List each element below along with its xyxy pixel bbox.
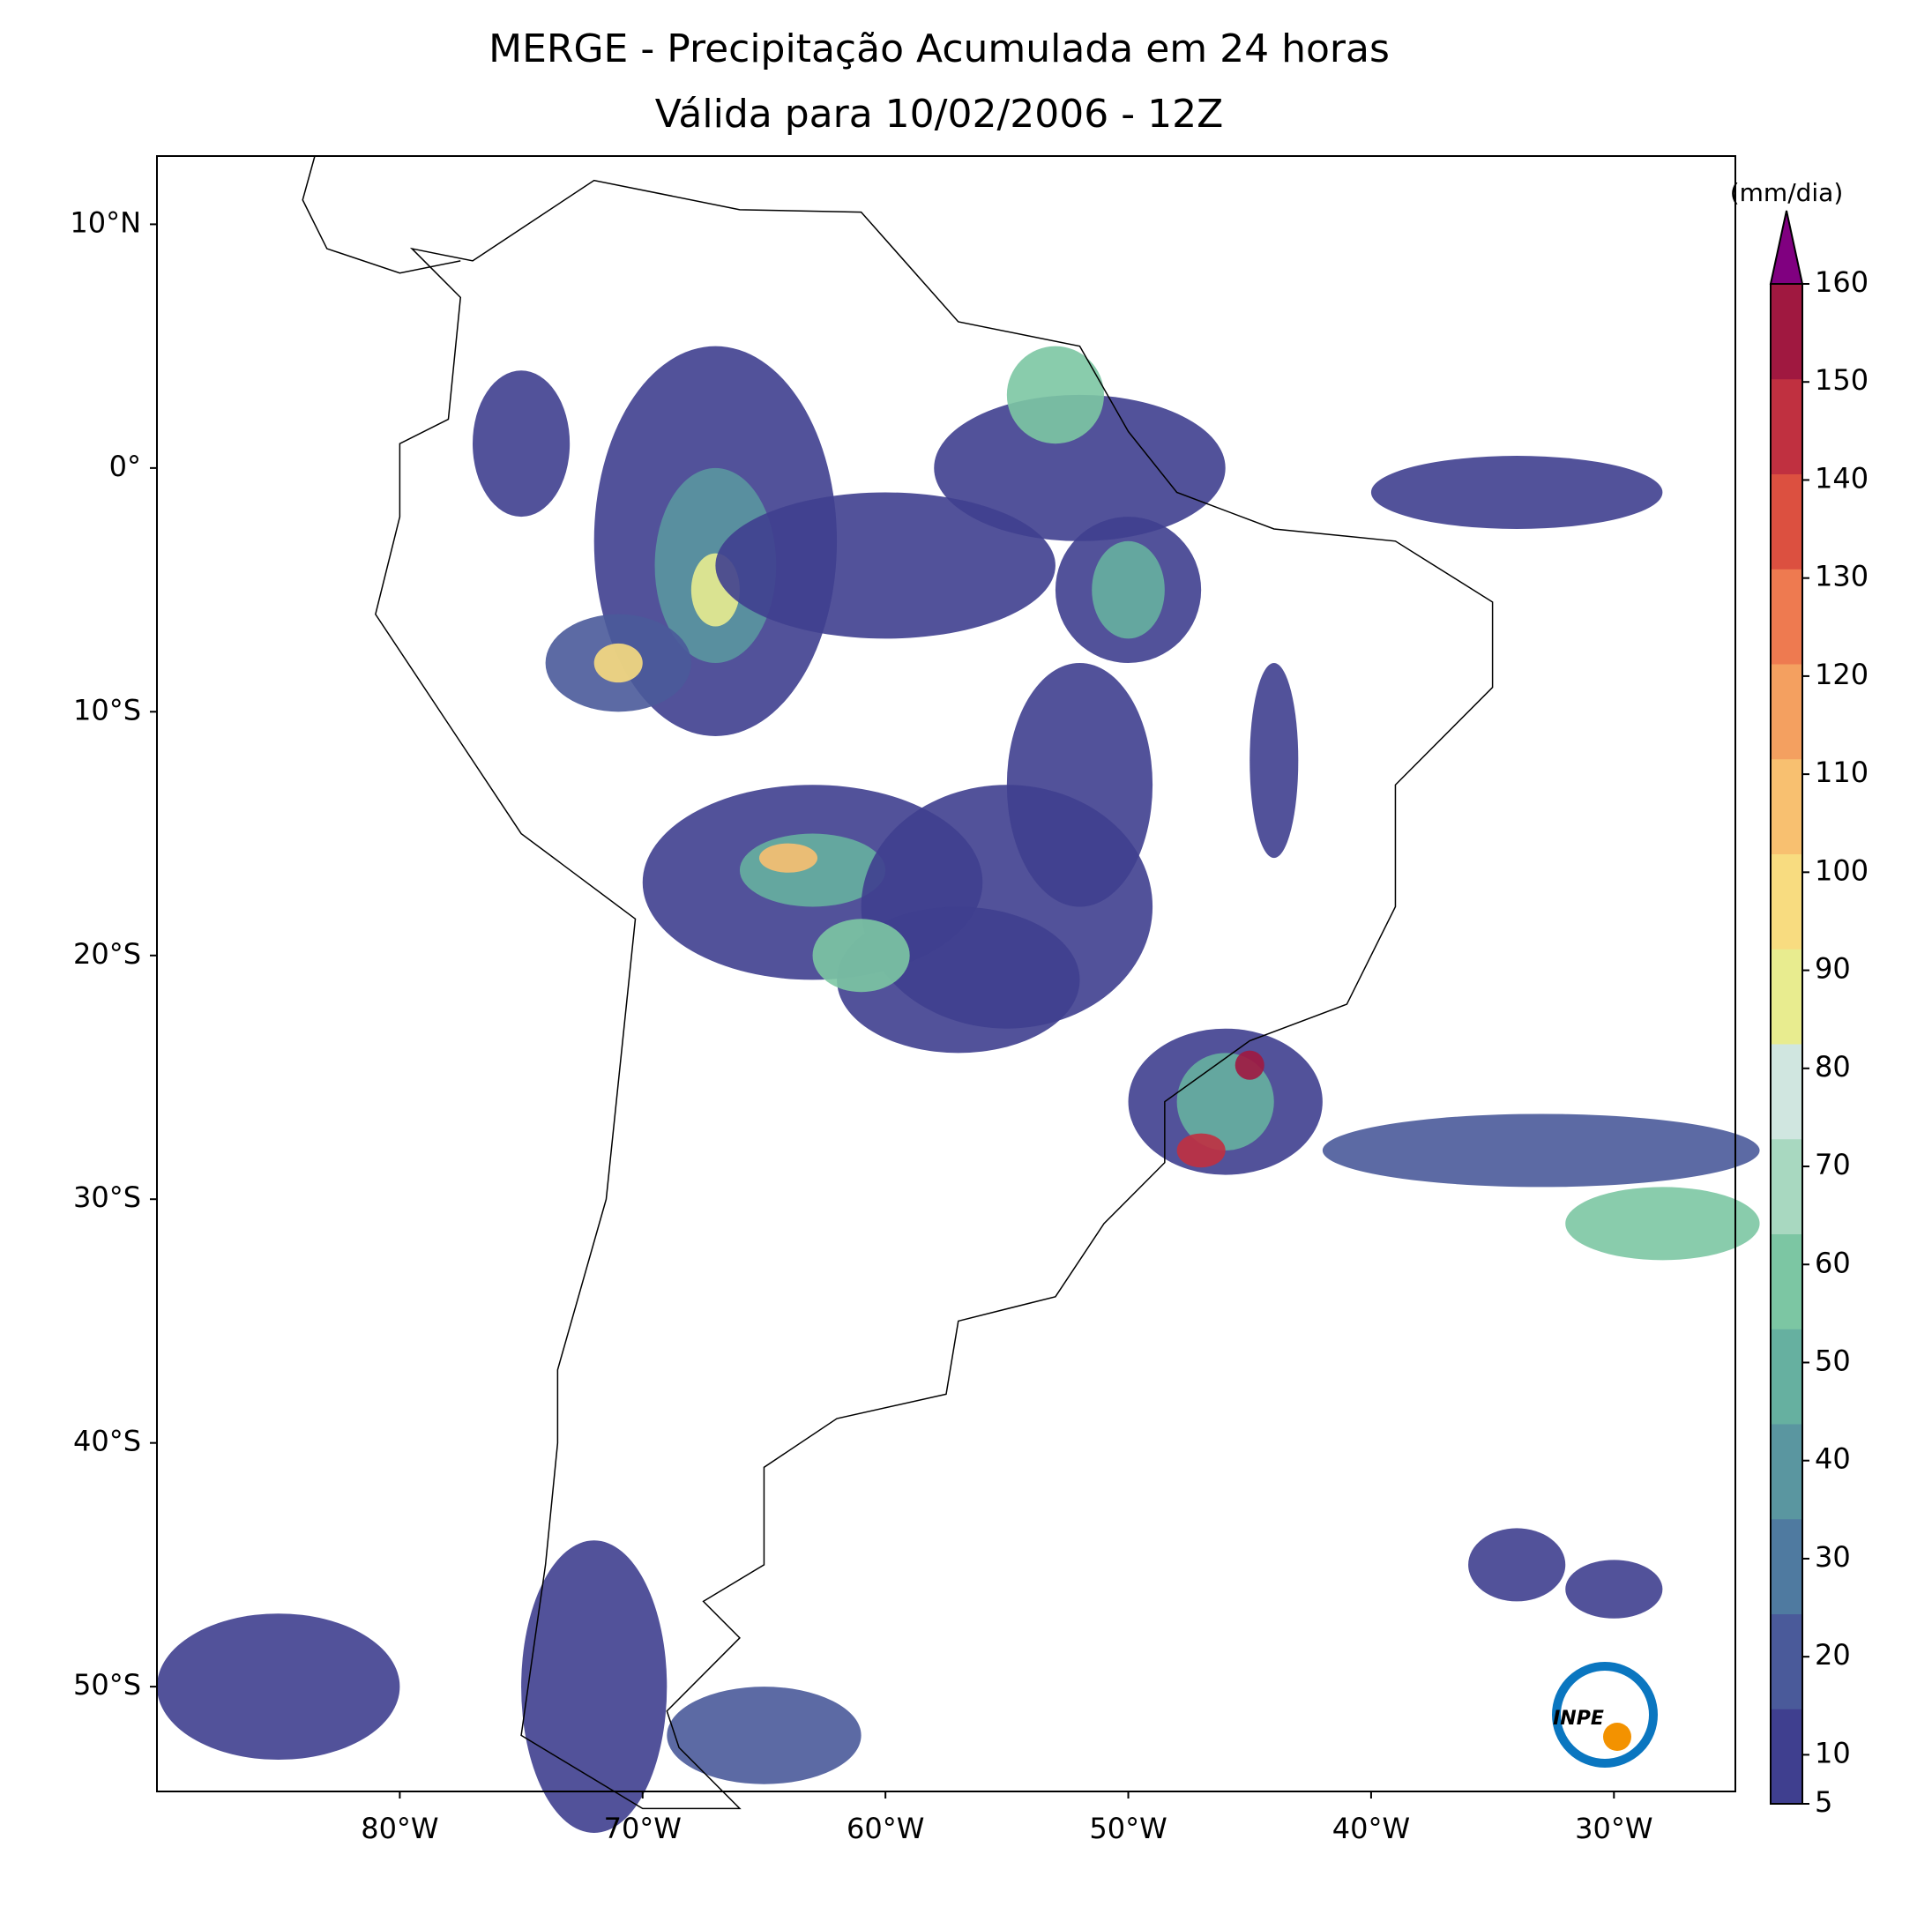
colorbar-label: (mm/dia) — [1730, 178, 1844, 207]
colorbar-tick-label: 100 — [1815, 853, 1869, 887]
colorbar-band — [1771, 569, 1802, 665]
precip-area — [1235, 1050, 1264, 1080]
map-subtitle: Válida para 10/02/2006 - 12Z — [655, 92, 1224, 137]
colorbar-band — [1771, 664, 1802, 760]
map-title: MERGE - Precipitação Acumulada em 24 hor… — [489, 26, 1390, 71]
colorbar-tick-label: 120 — [1815, 658, 1869, 691]
logo-ring — [1552, 1662, 1658, 1768]
colorbar-tick-label: 50 — [1815, 1344, 1851, 1377]
colorbar-band — [1771, 378, 1802, 474]
colorbar-band — [1771, 1138, 1802, 1234]
precip-area — [715, 492, 1056, 639]
precip-area — [1565, 1560, 1663, 1619]
precip-area — [1092, 540, 1165, 639]
colorbar-tick-label: 130 — [1815, 560, 1869, 593]
precip-area — [157, 1613, 400, 1761]
colorbar-tick-label: 140 — [1815, 461, 1869, 495]
precip-area — [1249, 663, 1299, 859]
x-tick-label: 60°W — [847, 1812, 924, 1845]
colorbar-tick-label: 30 — [1815, 1540, 1851, 1574]
x-tick-label: 50°W — [1089, 1812, 1167, 1845]
precip-area — [667, 1687, 862, 1784]
colorbar-band — [1771, 1233, 1802, 1329]
colorbar-band — [1771, 1709, 1802, 1805]
x-tick-label: 30°W — [1575, 1812, 1652, 1845]
precip-area — [1006, 663, 1153, 907]
y-tick-label: 40°S — [73, 1425, 141, 1458]
colorbar-tick-label: 40 — [1815, 1442, 1851, 1476]
colorbar-band — [1771, 473, 1802, 570]
colorbar-band — [1771, 853, 1802, 950]
precip-area — [521, 1540, 668, 1833]
coastline — [375, 179, 1494, 1810]
y-tick-label: 50°S — [73, 1668, 141, 1702]
colorbar-band — [1771, 758, 1802, 854]
colorbar-tick-label: 60 — [1815, 1246, 1851, 1279]
colorbar-extension — [1769, 210, 1804, 285]
logo: INPE — [1552, 1662, 1658, 1768]
colorbar-band — [1771, 284, 1802, 380]
map-area — [157, 155, 1760, 1833]
colorbar-tick-label: 70 — [1815, 1148, 1851, 1181]
precip-area — [758, 843, 818, 873]
x-tick-label: 80°W — [361, 1812, 438, 1845]
precip-area — [1176, 1133, 1226, 1168]
colorbar-tick-label: 5 — [1815, 1785, 1832, 1819]
precip-area — [1565, 1187, 1760, 1261]
y-tick-label: 30°S — [73, 1180, 141, 1214]
colorbar-tick-label: 10 — [1815, 1736, 1851, 1769]
y-tick-label: 20°S — [73, 937, 141, 971]
colorbar-tick-label: 160 — [1815, 265, 1869, 299]
colorbar-tick-label: 150 — [1815, 363, 1869, 397]
precip-area — [1322, 1113, 1760, 1188]
x-tick-label: 70°W — [604, 1812, 682, 1845]
precip-area — [1468, 1528, 1566, 1602]
colorbar-tick-label: 80 — [1815, 1050, 1851, 1084]
y-tick-label: 0° — [109, 450, 141, 483]
colorbar-band — [1771, 1329, 1802, 1425]
map-frame — [156, 155, 1736, 1792]
precip-area — [934, 394, 1226, 541]
y-tick-label: 10°S — [73, 693, 141, 726]
logo-text: INPE — [1553, 1708, 1604, 1730]
coastline — [302, 155, 461, 274]
precip-area — [812, 919, 910, 993]
colorbar-band — [1771, 1424, 1802, 1520]
precip-area — [473, 370, 571, 518]
colorbar-frame — [1770, 283, 1803, 1805]
colorbar-tick-label: 110 — [1815, 756, 1869, 789]
colorbar-tick-label: 90 — [1815, 952, 1851, 986]
precip-area — [1006, 346, 1104, 444]
colorbar-band — [1771, 1613, 1802, 1709]
colorbar-tick-label: 20 — [1815, 1638, 1851, 1672]
colorbar-band — [1771, 1518, 1802, 1614]
x-tick-label: 40°W — [1332, 1812, 1410, 1845]
y-tick-label: 10°N — [70, 205, 141, 239]
colorbar-band — [1771, 949, 1802, 1045]
logo-dot — [1603, 1723, 1631, 1751]
precip-area — [1370, 456, 1663, 529]
colorbar-band — [1771, 1044, 1802, 1140]
precip-area — [593, 643, 643, 683]
